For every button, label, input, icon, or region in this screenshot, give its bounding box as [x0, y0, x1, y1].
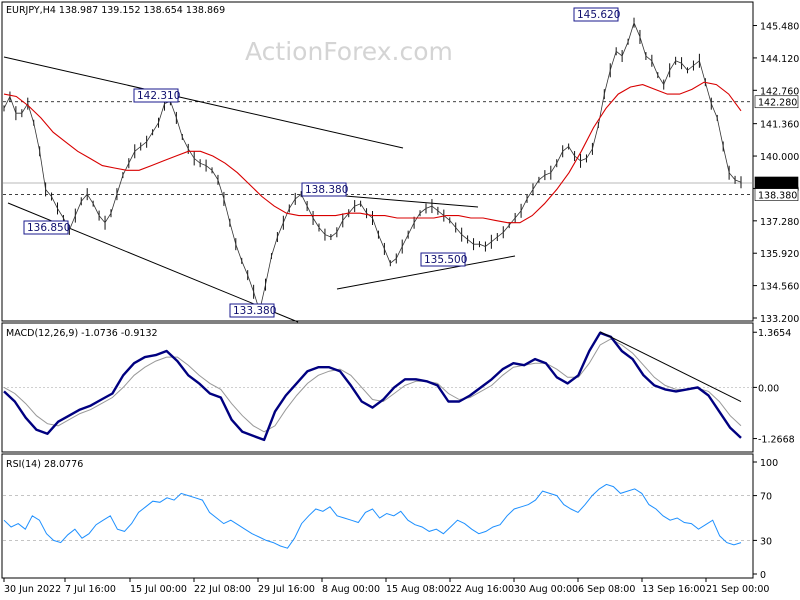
- price-axis-label: 144.120: [760, 54, 799, 65]
- time-axis-label: 7 Jul 16:00: [65, 584, 116, 595]
- price-axis-label: 133.200: [760, 314, 799, 325]
- price-annotation: 145.620: [573, 7, 620, 22]
- rsi-axis-label: 70: [760, 492, 772, 503]
- trendline: [336, 255, 516, 290]
- time-axis-label: 13 Sep 16:00: [642, 584, 705, 595]
- macd-title: MACD(12,26,9) -1.0736 -0.9132: [6, 328, 158, 339]
- price-annotation: 133.380: [229, 303, 276, 318]
- macd-trendline: [599, 331, 742, 402]
- price-axis-label: 140.000: [760, 152, 799, 163]
- price-level-tag-label: 138.869: [758, 179, 797, 190]
- rsi-title: RSI(14) 28.0776: [6, 459, 83, 470]
- trendline: [344, 195, 479, 208]
- moving-average-line: [3, 81, 742, 224]
- annotation-box: [229, 303, 275, 318]
- annotation-label: 142.310: [137, 90, 180, 102]
- annotation-label: 135.500: [424, 254, 467, 266]
- macd-line: [3, 331, 742, 442]
- price-axis-label: 141.360: [760, 120, 799, 131]
- time-axis-label: 22 Jul 08:00: [194, 584, 251, 595]
- annotation-box: [23, 220, 69, 235]
- annotation-label: 138.380: [305, 184, 348, 196]
- rsi-axis-label: 100: [760, 458, 778, 469]
- macd-axis-label: 1.3654: [758, 328, 791, 339]
- annotation-label: 145.620: [577, 9, 620, 21]
- time-axis-label: 6 Sep 08:00: [578, 584, 635, 595]
- price-level-tag: 138.380: [754, 188, 799, 202]
- price-level-tag-box: [754, 188, 799, 201]
- price-axis-label: 142.760: [760, 86, 799, 97]
- macd-signal-line: [3, 338, 742, 433]
- time-axis-label: 29 Jul 16:00: [258, 584, 315, 595]
- trendline: [3, 56, 404, 149]
- price-level-tag-label: 138.380: [758, 191, 797, 202]
- price-annotation: 138.380: [301, 182, 348, 197]
- price-title: EURJPY,H4 138.987 139.152 138.654 138.86…: [6, 5, 225, 16]
- rsi-panel: [1, 453, 754, 579]
- price-annotation: 135.500: [420, 252, 467, 267]
- macd-axis-label: -1.2668: [758, 435, 795, 446]
- annotation-box: [133, 88, 179, 103]
- rsi-line: [3, 483, 742, 549]
- watermark: ActionForex.com: [245, 37, 453, 66]
- time-axis-label: 8 Aug 00:00: [322, 584, 380, 595]
- time-axis-label: 22 Aug 16:00: [450, 584, 514, 595]
- price-level-tag-label: 142.280: [758, 98, 797, 109]
- price-level-tag: 142.280: [754, 95, 799, 109]
- price-line: [3, 21, 742, 313]
- annotation-box: [420, 252, 466, 267]
- time-axis-label: 21 Sep 00:00: [706, 584, 769, 595]
- price-annotation: 136.850: [23, 220, 70, 235]
- rsi-axis-label: 30: [760, 536, 772, 547]
- time-axis-label: 30 Jun 2022: [4, 584, 61, 595]
- price-axis-label: 134.560: [760, 282, 799, 293]
- macd-axis-label: 0.00: [758, 383, 779, 394]
- time-axis-label: 15 Jul 00:00: [130, 584, 187, 595]
- price-axis-label: 137.280: [760, 217, 799, 228]
- price-annotation: 142.310: [133, 88, 180, 103]
- price-axis-label: 135.920: [760, 249, 799, 260]
- annotation-box: [301, 182, 347, 197]
- price-axis-label: 145.480: [760, 22, 799, 33]
- time-axis-label: 30 Aug 00:00: [514, 584, 578, 595]
- annotation-label: 133.380: [233, 305, 276, 317]
- price-level-tag-box: [754, 95, 799, 109]
- annotation-box: [573, 7, 619, 22]
- annotation-label: 136.850: [27, 222, 70, 234]
- rsi-axis-label: 0: [760, 570, 766, 581]
- price-level-tag: 138.869: [754, 176, 799, 190]
- time-axis-label: 15 Aug 08:00: [386, 584, 450, 595]
- price-panel: [1, 1, 754, 322]
